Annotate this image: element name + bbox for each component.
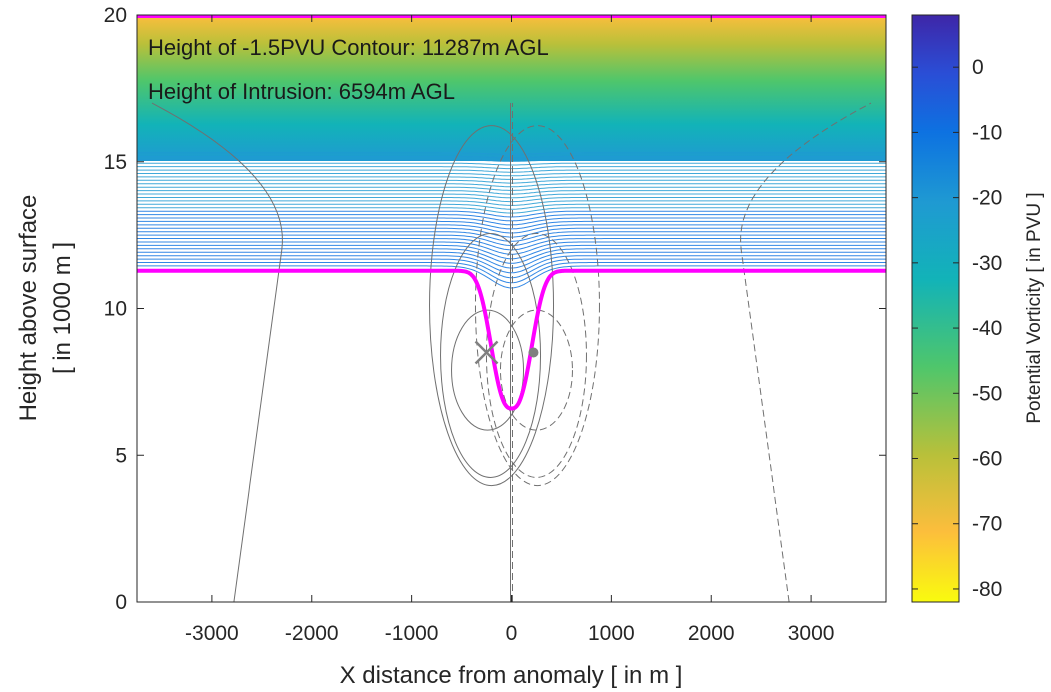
anomaly-contour [474, 125, 600, 487]
colorbar-tick-label: -60 [972, 448, 1002, 471]
pv-contour-line [137, 231, 886, 242]
pv-contour-lines [137, 152, 886, 289]
x-tick-label: -3000 [185, 622, 239, 645]
anomaly-contour-left [151, 102, 283, 602]
pv-contour-line [137, 152, 886, 155]
pv-contour-line [137, 214, 886, 222]
anomaly-contour [440, 232, 542, 478]
pv-contour-line [137, 217, 886, 226]
pv-contour-line [137, 248, 886, 264]
annotation-contour-height: Height of -1.5PVU Contour: 11287m AGL [148, 35, 549, 60]
y-axis-label-line2: [ in 1000 m ] [49, 242, 76, 374]
pv-contour-line [137, 255, 886, 274]
pv-top-band [137, 15, 886, 161]
anomaly-contour [485, 232, 587, 478]
anomaly-contour-right [740, 102, 872, 602]
x-tick-label: 3000 [788, 622, 835, 645]
x-tick-label: -1000 [385, 622, 439, 645]
pv-contour-line [137, 251, 886, 269]
colorbar-tick-label: -20 [972, 187, 1002, 210]
pv-contour-line [137, 210, 886, 218]
pv-contour-line [137, 220, 886, 230]
y-axis: 0 5 10 15 20 [104, 4, 886, 614]
pv-contour-line [137, 203, 886, 210]
pv-contour-line [137, 262, 886, 284]
pv-contour-line [137, 183, 886, 188]
y-tick-label: 0 [115, 591, 127, 614]
y-tick-label: 15 [104, 151, 127, 174]
x-tick-label: 0 [506, 622, 518, 645]
pv-contour-line [137, 193, 886, 199]
anomaly-contours [151, 102, 872, 602]
colorbar-ticks: 0 -10 -20 -30 -40 -50 -60 -70 -80 [912, 56, 1002, 601]
pv-1-5-contour [137, 268, 886, 411]
dot-marker [528, 347, 539, 358]
pv-contour-line [137, 265, 886, 289]
y-tick-label: 5 [115, 444, 127, 467]
anomaly-contour [451, 309, 525, 431]
colorbar-tick-label: -70 [972, 513, 1002, 536]
pv-contour-line [137, 179, 886, 184]
pv-contour-line [137, 155, 886, 159]
pv-contour-line [137, 159, 886, 163]
pv-contour-line [137, 197, 886, 203]
x-tick-label: -2000 [285, 622, 339, 645]
y-axis-label-line1: Height above surface [15, 195, 42, 422]
anomaly-markers [474, 340, 539, 365]
colorbar-tick-label: -10 [972, 121, 1002, 144]
x-axis-label: X distance from anomaly [ in m ] [340, 662, 683, 689]
colorbar-label: Potential Vorticity [ in PVU ] [1024, 192, 1045, 423]
anomaly-contour [499, 309, 573, 431]
colorbar [911, 14, 960, 603]
pv-contour-line [137, 200, 886, 206]
colorbar-tick-label: -80 [972, 578, 1002, 601]
pv-contour-line [137, 166, 886, 170]
pv-contour-line [137, 190, 886, 195]
pv-contour-line [137, 186, 886, 191]
colorbar-tick-label: -50 [972, 382, 1002, 405]
pv-contour-line [137, 227, 886, 238]
x-tick-label: 2000 [688, 622, 735, 645]
x-axis: -3000 -2000 -1000 0 1000 2000 3000 [185, 15, 834, 645]
pv-contour-line [137, 241, 886, 255]
pv-contour-line [137, 258, 886, 279]
y-tick-label: 10 [104, 298, 127, 321]
pv-contour-line [137, 234, 886, 247]
pv-contour-line [137, 169, 886, 173]
pv-contour-line [137, 224, 886, 234]
x-tick-label: 1000 [588, 622, 635, 645]
y-tick-label: 20 [104, 4, 127, 27]
pv-contour-line [137, 162, 886, 166]
x-marker [474, 340, 499, 365]
pv-contour-line [137, 207, 886, 214]
pv-contour-line [137, 176, 886, 180]
pv-contour-line [137, 173, 886, 177]
plot-area [137, 15, 886, 602]
colorbar-tick-label: -40 [972, 317, 1002, 340]
colorbar-tick-label: -30 [972, 252, 1002, 275]
pv-contour-line [137, 244, 886, 260]
colorbar-tick-label: 0 [972, 56, 984, 79]
anomaly-contour [429, 125, 555, 487]
annotation-intrusion-height: Height of Intrusion: 6594m AGL [148, 79, 455, 104]
